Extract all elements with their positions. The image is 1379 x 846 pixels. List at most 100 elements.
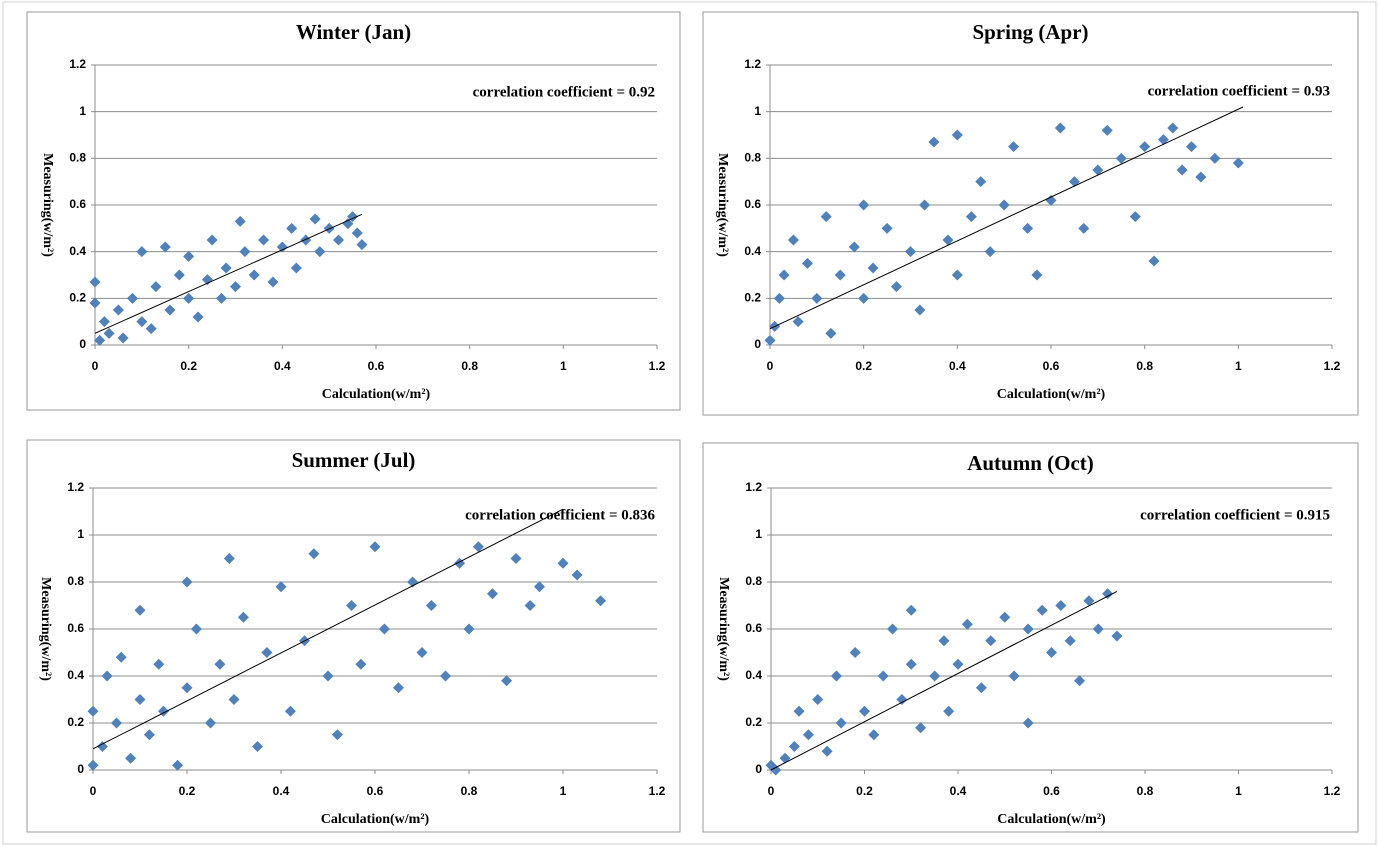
scatter-point — [975, 682, 987, 694]
scatter-point — [192, 311, 204, 323]
x-tick-label: 0 — [768, 784, 775, 798]
scatter-point — [115, 651, 127, 663]
scatter-point — [965, 211, 977, 223]
scatter-point — [788, 741, 800, 752]
scatter-point — [802, 729, 814, 741]
scatter-point — [487, 588, 498, 600]
scatter-point — [331, 729, 343, 741]
scatter-point — [848, 241, 860, 253]
chart-title: Autumn (Oct) — [967, 451, 1094, 475]
x-tick-label: 0.4 — [949, 359, 966, 373]
scatter-point — [126, 292, 138, 304]
scatter-point — [314, 246, 326, 258]
scatter-point — [1186, 141, 1197, 153]
scatter-point — [834, 269, 846, 281]
scatter-point — [1176, 164, 1188, 176]
scatter-point — [821, 745, 833, 757]
scatter-point — [258, 234, 270, 246]
scatter-point — [96, 741, 108, 752]
scatter-point — [951, 269, 963, 281]
trend-line — [770, 590, 1118, 771]
scatter-point — [369, 541, 381, 553]
y-tick-label: 0.8 — [69, 151, 86, 165]
scatter-point — [393, 682, 404, 694]
scatter-point — [890, 281, 902, 293]
scatter-point — [1195, 171, 1207, 183]
scatter-point — [267, 276, 279, 288]
y-tick-label: 1.2 — [744, 57, 761, 71]
x-tick-label: 0.8 — [1137, 784, 1154, 798]
y-axis-label: Measuring(w/m²) — [38, 577, 53, 681]
scatter-point — [261, 647, 273, 658]
scatter-point — [1022, 717, 1034, 729]
x-tick-label: 1.2 — [649, 359, 666, 373]
scatter-point — [961, 618, 973, 630]
scatter-point — [1157, 134, 1169, 146]
scatter-point — [111, 717, 122, 729]
scatter-point — [1092, 623, 1104, 635]
scatter-point — [975, 176, 987, 188]
scatter-point — [252, 741, 263, 752]
scatter-point — [1129, 211, 1141, 223]
scatter-point — [1045, 194, 1057, 206]
scatter-point — [181, 576, 193, 588]
y-tick-label: 1 — [755, 527, 762, 541]
x-tick-label: 0.4 — [950, 784, 967, 798]
scatter-point — [534, 581, 545, 593]
scatter-point — [938, 635, 950, 647]
scatter-point — [308, 548, 320, 560]
scatter-point — [425, 600, 437, 611]
annotation: correlation coefficient = 0.836 — [465, 507, 655, 523]
scatter-point — [905, 658, 917, 670]
scatter-point — [929, 670, 941, 682]
scatter-point — [300, 234, 312, 246]
y-tick-label: 0.2 — [744, 291, 761, 305]
scatter-point — [914, 304, 926, 316]
scatter-point — [1092, 164, 1104, 176]
scatter-point — [206, 234, 218, 246]
scatter-point — [183, 250, 195, 262]
scatter-point — [778, 269, 790, 281]
scatter-point — [943, 705, 955, 717]
scatter-point — [1008, 141, 1020, 153]
trend-line — [94, 213, 363, 334]
scatter-point — [524, 600, 536, 611]
scatter-point — [136, 316, 148, 328]
y-tick-label: 1.2 — [67, 480, 84, 494]
panel-frame — [702, 442, 1359, 833]
panel-frame — [702, 11, 1359, 416]
scatter-point — [877, 670, 889, 682]
scatter-point — [215, 292, 227, 304]
scatter-point — [94, 334, 106, 346]
y-tick-label: 0.6 — [745, 621, 762, 635]
scatter-point — [858, 199, 870, 211]
y-tick-label: 0.2 — [745, 715, 762, 729]
scatter-point — [595, 595, 607, 607]
x-tick-label: 0 — [90, 784, 97, 798]
scatter-point — [220, 262, 232, 274]
y-tick-label: 0.8 — [744, 151, 761, 165]
x-tick-label: 1 — [560, 784, 567, 798]
scatter-point — [230, 281, 241, 293]
scatter-point — [1102, 588, 1114, 600]
y-axis-label: Measuring(w/m²) — [716, 577, 731, 681]
scatter-point — [172, 759, 184, 771]
scatter-point — [1078, 222, 1090, 234]
scatter-point — [915, 722, 927, 734]
scatter-point — [881, 222, 893, 234]
scatter-point — [342, 218, 354, 230]
scatter-point — [223, 553, 235, 564]
scatter-point — [770, 764, 782, 776]
scatter-point — [887, 623, 899, 635]
x-tick-label: 0.2 — [180, 359, 197, 373]
scatter-point — [896, 694, 908, 705]
y-tick-label: 0.4 — [67, 668, 84, 682]
scatter-point — [143, 729, 155, 741]
scatter-point — [440, 670, 451, 682]
scatter-point — [164, 304, 176, 316]
y-axis-label: Measuring(w/m²) — [40, 153, 55, 257]
x-tick-label: 0.8 — [461, 784, 478, 798]
annotation: correlation coefficient = 0.93 — [1148, 83, 1330, 99]
scatter-point — [820, 211, 832, 223]
